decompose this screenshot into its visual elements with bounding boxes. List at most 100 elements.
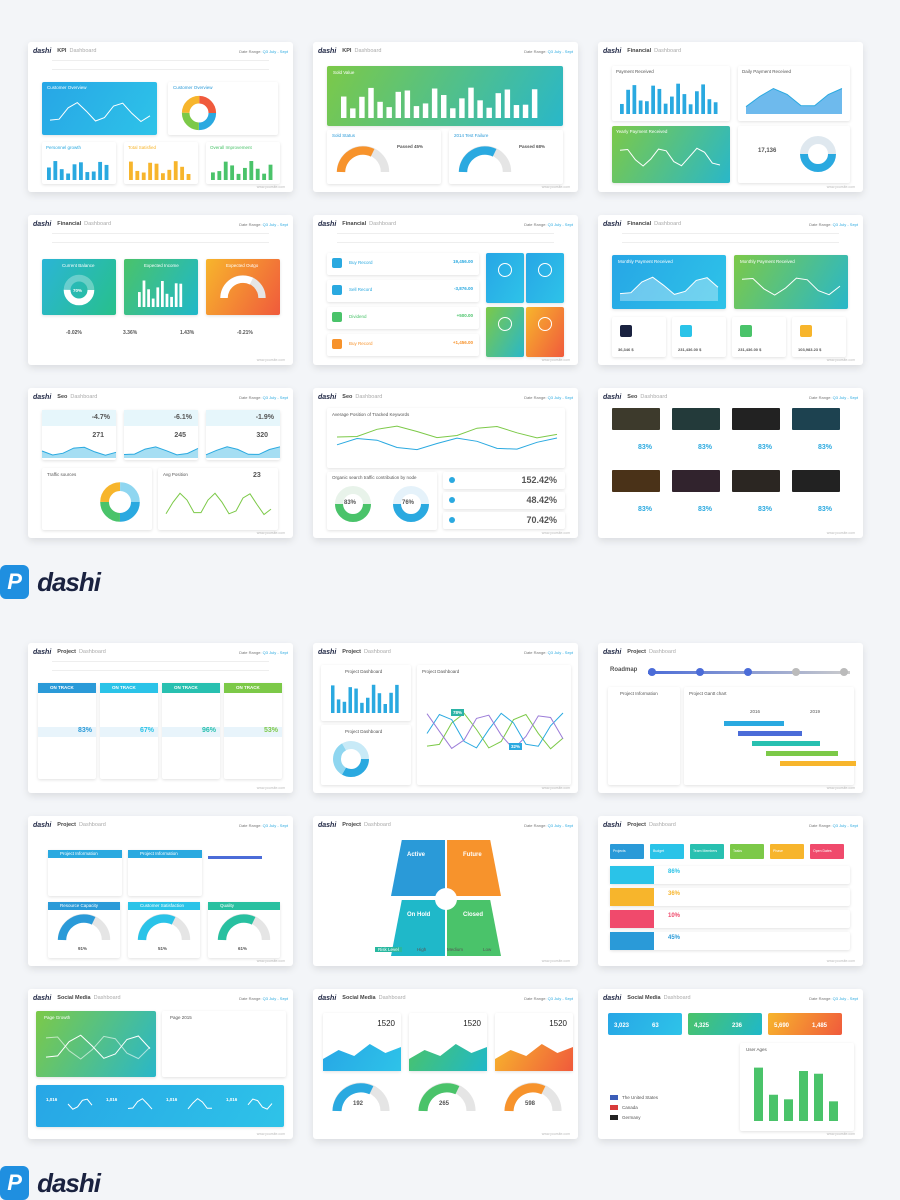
slide-header: dashi Social Media Dashboard Date Range: Q3… [318, 993, 573, 1003]
area [42, 447, 116, 458]
kpi-title: Overall Improvement [210, 145, 252, 150]
project-card: ON TRACK 83% [38, 683, 96, 779]
flag-icon [610, 1095, 618, 1100]
brand-name: dashi [37, 1167, 101, 1198]
bar [799, 1071, 808, 1121]
kpi-value: 83% [698, 506, 713, 513]
dashboard-grid-bottom: dashi Project Dashboard Date Range: Q3 July… [28, 643, 863, 1139]
kpi-value: 83% [638, 444, 653, 451]
roadmap-node [744, 668, 752, 676]
gauge-fill [504, 1083, 546, 1112]
mini-chart [741, 277, 841, 296]
quadrant-label: Active [407, 852, 426, 858]
mini-chart [137, 913, 191, 941]
kpi-value: 45% [668, 935, 681, 941]
row-label [610, 910, 654, 928]
bar [450, 108, 456, 118]
mini-chart [800, 136, 836, 172]
slide-header: dashi Project Dashboard Date Range: Q3 July… [33, 820, 288, 830]
date-range: Date Range: Q3 July - Sept [239, 650, 288, 655]
roadmap-node [792, 668, 800, 676]
yearly-payment-card: Yearly Payment Received [612, 126, 730, 183]
mini-chart [41, 446, 117, 458]
bar [695, 91, 699, 114]
kpi-change: -6.1% [173, 414, 192, 421]
row-label [610, 866, 654, 884]
slide-footer: www.yoursite.com [541, 358, 570, 362]
slide-footer: www.yoursite.com [256, 358, 285, 362]
line [619, 147, 721, 167]
dashboard-slide: dashi Social Media Dashboard Date Range: Q3… [313, 989, 578, 1139]
quadrant-label: On Hold [407, 912, 431, 918]
summary-icon [680, 325, 692, 337]
risk-high: High [417, 947, 427, 952]
bar [676, 83, 680, 114]
slide-footer: www.yoursite.com [256, 1132, 285, 1136]
kpi-value: 598 [525, 1101, 536, 1107]
mini-chart [247, 1098, 273, 1110]
bar [495, 93, 501, 118]
dashboard-slide: dashi Project Dashboard Date Range: Q3 July… [28, 816, 293, 966]
callout: 78% [451, 709, 465, 716]
panel-title: Monthly Payment Received [618, 259, 673, 264]
bar [422, 103, 429, 118]
thumbnail-image [732, 470, 780, 492]
slide-header: dashi Project Dashboard Date Range: Q3 July… [33, 647, 288, 657]
record-row: Buy Record +1,456.00 [327, 334, 479, 356]
project-info-card: Project Information [48, 850, 122, 896]
column-header: Phase [770, 844, 804, 859]
bar [230, 165, 235, 180]
bar [147, 289, 150, 307]
bar [142, 280, 146, 307]
kpi-value: 83% [638, 506, 653, 513]
row-label [610, 932, 654, 950]
kpi-value: 1,016 [226, 1097, 238, 1102]
progress-band [100, 727, 158, 737]
track-status: ON TRACK [174, 685, 198, 690]
bar [47, 167, 51, 180]
kpi-value: 152.42% [521, 475, 557, 485]
line [741, 277, 841, 296]
description-text [52, 233, 269, 243]
slide-logo: dashi [603, 821, 622, 829]
date-value: Q3 July - Sept [547, 394, 573, 400]
dashboard-slide: dashi Financial Dashboard Date Range: Q3 Ju… [28, 215, 293, 365]
bar [179, 283, 183, 307]
bar [141, 172, 146, 180]
donut-slice [100, 482, 140, 522]
gauge-fill [332, 1083, 374, 1112]
kpi-value: 3,023 [614, 1023, 630, 1029]
dashboard-slide: dashi Financial Dashboard www.yoursite.com P… [598, 42, 863, 192]
thumbnail-image [732, 408, 780, 430]
gantt-bar [738, 731, 802, 736]
bar [354, 688, 358, 713]
brand-logo: P dashi [0, 565, 101, 599]
slide-logo: dashi [318, 47, 337, 55]
bar [342, 701, 347, 713]
bar [377, 101, 383, 118]
project-bars-card: Project Dashboard [321, 665, 411, 721]
kpi-value: 63 [652, 1023, 659, 1029]
date-label: Date Range: [809, 995, 832, 1001]
line [49, 101, 151, 123]
date-label: Date Range: [239, 822, 262, 828]
date-value: Q3 July - Sept [262, 822, 288, 828]
mini-chart [745, 87, 843, 114]
panel-title: Project Information [60, 851, 98, 856]
line [336, 425, 558, 439]
date-label: Date Range: [239, 394, 262, 400]
gauge-fill [137, 914, 176, 941]
slide-header: dashi Seo Dashboard Date Range: Q3 July - S… [603, 392, 858, 402]
customer-overview-card: Customer Overview [42, 82, 157, 135]
row-icon [449, 517, 455, 523]
row-icon [449, 497, 455, 503]
bar [180, 166, 185, 180]
bar [243, 167, 247, 180]
slide-header: dashi Project Dashboard Date Range: Q3 July… [318, 647, 573, 657]
gantt-card: Project Gantt chart 2016 2019 [684, 687, 856, 785]
kpi-value: 1,485 [812, 1023, 828, 1029]
bar [645, 101, 649, 114]
kpi-value: Passed 45% [397, 144, 424, 149]
bar [784, 1099, 793, 1121]
mini-chart [123, 446, 199, 458]
